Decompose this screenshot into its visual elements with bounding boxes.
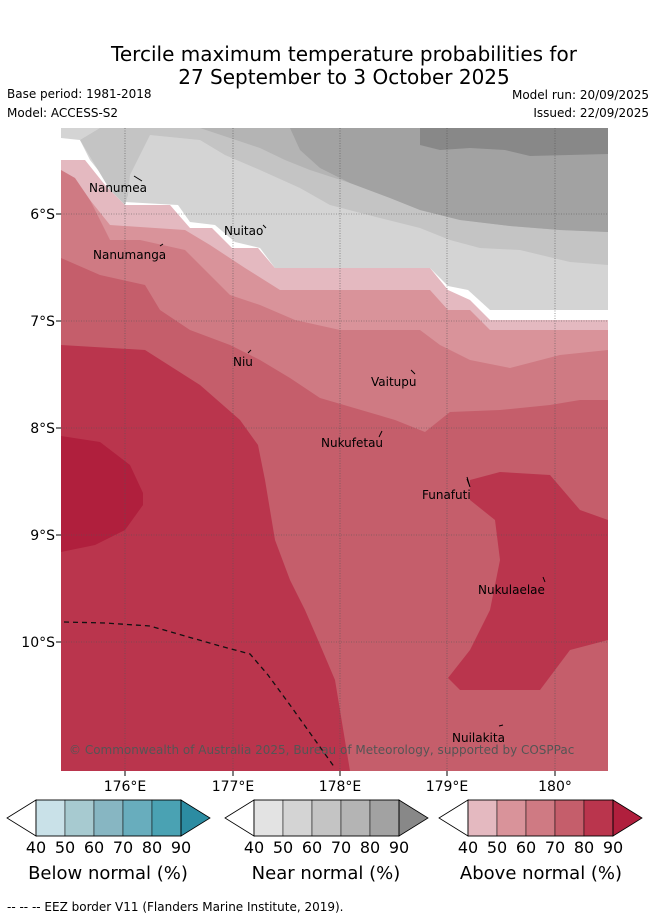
above-normal-colorbar [438,799,643,837]
below-swatch [35,799,66,837]
model-name: Model: ACCESS-S2 [7,106,119,120]
graticule [61,128,608,771]
above-tick: 50 [487,838,507,857]
near-swatch [340,799,371,837]
above-tick: 60 [516,838,536,857]
above-swatch [496,799,527,837]
base-period: Base period: 1981-2018 [7,87,152,101]
nanumanga-island [159,243,164,247]
near-tick: 90 [389,838,409,857]
label-nuitao: Nuitao [224,224,263,238]
nukulaelae-island [542,576,546,583]
below-tick: 60 [84,838,104,857]
near-tick: 40 [244,838,264,857]
axis-ticks [56,213,556,776]
near-swatch [253,799,284,837]
lat-label: 8°S [30,421,55,437]
copyright-text: © Commonwealth of Australia 2025, Bureau… [69,743,574,757]
chart-title-line1: Tercile maximum temperature probabilitie… [111,42,577,66]
above-tick: 70 [545,838,565,857]
above-normal-label: Above normal (%) [459,863,623,884]
nuilakita-island [498,724,504,727]
islands [133,175,546,727]
above-swatch [583,799,614,837]
above-swatch [467,799,498,837]
chart-title-line2: 27 September to 3 October 2025 [178,65,510,89]
near-80-region [420,128,608,156]
longitude-labels: 176°E 177°E 178°E 179°E 180° [104,779,572,795]
below-outline [35,799,182,837]
below-swatch [64,799,95,837]
lon-label: 179°E [426,779,469,795]
below-normal-label: Below normal (%) [28,863,188,884]
label-niu: Niu [233,355,253,369]
lon-label: 176°E [104,779,147,795]
vaitupu-island [410,369,416,375]
below-under-arrow [6,799,37,837]
near-swatch [282,799,313,837]
funafuti-island [466,476,471,488]
above-under-arrow [438,799,469,837]
lat-label: 10°S [21,635,55,651]
label-funafuti: Funafuti [422,488,471,502]
above-swatch [525,799,556,837]
below-normal-colorbar [6,799,211,837]
near-swatch [311,799,342,837]
near-swatch [369,799,400,837]
below-over-arrow [180,799,211,837]
near-tick: 80 [360,838,380,857]
island-labels: Nanumea Nanumanga Nuitao Niu Vaitupu Nuk… [89,181,545,745]
above-outline [467,799,614,837]
below-swatch [93,799,124,837]
label-nanumea: Nanumea [89,181,147,195]
nuitao-island [262,224,267,229]
colorbar-ticks: 40 50 60 70 80 90 40 50 60 70 80 90 40 5… [26,838,623,857]
nukufetau-island [378,430,383,438]
below-tick: 70 [113,838,133,857]
above-90-region [61,436,143,552]
model-run: Model run: 20/09/2025 [511,88,649,102]
near-outline [253,799,400,837]
probability-contours [61,128,608,771]
near-over-arrow [398,799,429,837]
above-tick: 80 [574,838,594,857]
above-over-arrow [612,799,643,837]
above-tick: 90 [603,838,623,857]
niu-island [247,349,252,354]
latitude-labels: 6°S 7°S 8°S 9°S 10°S [21,207,55,651]
lat-label: 6°S [30,207,55,223]
below-tick: 90 [171,838,191,857]
near-tick: 50 [273,838,293,857]
issued-date: Issued: 22/09/2025 [533,106,649,120]
near-normal-colorbar [224,799,429,837]
near-tick: 60 [302,838,322,857]
near-under-arrow [224,799,255,837]
lat-label: 7°S [30,314,55,330]
lon-label: 177°E [212,779,255,795]
near-normal-label: Near normal (%) [251,863,401,884]
below-swatch [151,799,182,837]
eez-border [63,621,336,769]
below-swatch [122,799,153,837]
above-tick: 40 [458,838,478,857]
lon-label: 178°E [319,779,362,795]
below-tick: 40 [26,838,46,857]
label-nanumanga: Nanumanga [93,248,166,262]
below-tick: 80 [142,838,162,857]
label-vaitupu: Vaitupu [371,375,417,389]
above-swatch [554,799,585,837]
nanumea-island [133,175,143,182]
lon-label: 180° [538,779,572,795]
near-tick: 70 [331,838,351,857]
below-tick: 50 [55,838,75,857]
label-nukufetau: Nukufetau [321,436,383,450]
eez-footnote: -- -- -- EEZ border V11 (Flanders Marine… [7,900,344,914]
label-nukulaelae: Nukulaelae [478,583,545,597]
lat-label: 9°S [30,528,55,544]
label-nuilakita: Nuilakita [452,731,505,745]
